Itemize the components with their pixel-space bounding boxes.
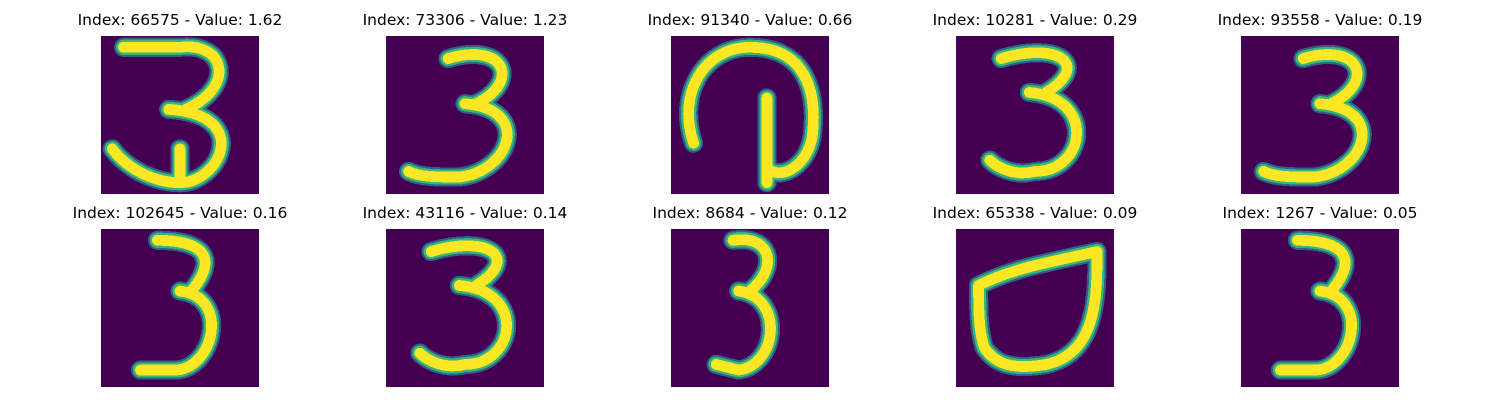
digit-image (671, 229, 829, 387)
digit-image (1241, 229, 1399, 387)
digit-stroke (1258, 98, 1368, 183)
image-title: Index: 102645 - Value: 0.16 (72, 204, 288, 222)
digit-stroke (995, 47, 1073, 98)
image-title: Index: 91340 - Value: 0.66 (647, 11, 853, 29)
digit-image (956, 229, 1114, 387)
digit-tile: Index: 93558 - Value: 0.19 (1170, 8, 1470, 198)
image-title: Index: 43116 - Value: 0.14 (362, 204, 568, 222)
digit-tile: Index: 1267 - Value: 0.05 (1170, 201, 1470, 391)
digit-tile: Index: 8684 - Value: 0.12 (600, 201, 900, 391)
digit-stroke (1297, 49, 1363, 110)
image-title: Index: 1267 - Value: 0.05 (1222, 204, 1418, 222)
digit-stroke (727, 234, 773, 297)
digit-image (956, 36, 1114, 194)
image-title: Index: 73306 - Value: 1.23 (362, 11, 568, 29)
digit-stroke (710, 285, 776, 376)
digit-stroke (118, 41, 225, 115)
digit-image (671, 36, 829, 194)
image-title: Index: 10281 - Value: 0.29 (932, 11, 1138, 29)
image-title: Index: 93558 - Value: 0.19 (1217, 11, 1423, 29)
digit-image (386, 36, 544, 194)
digit-image (101, 36, 259, 194)
digit-image (1241, 36, 1399, 194)
digit-stroke (1292, 234, 1351, 297)
image-title: Index: 66575 - Value: 1.62 (77, 11, 283, 29)
digit-stroke (683, 41, 819, 179)
digit-tile: Index: 43116 - Value: 0.14 (315, 201, 615, 391)
digit-stroke (1275, 285, 1357, 376)
digit-tile: Index: 73306 - Value: 1.23 (315, 8, 615, 198)
digit-stroke (425, 240, 503, 291)
digit-image (386, 229, 544, 387)
digit-tile: Index: 66575 - Value: 1.62 (30, 8, 330, 198)
digit-stroke (984, 87, 1082, 179)
digit-tile: Index: 65338 - Value: 0.09 (885, 201, 1185, 391)
digit-stroke (106, 103, 227, 189)
digit-stroke (403, 98, 513, 183)
digit-stroke (442, 49, 508, 110)
image-title: Index: 65338 - Value: 0.09 (932, 204, 1138, 222)
digit-tile: Index: 10281 - Value: 0.29 (885, 8, 1185, 198)
digit-image (101, 229, 259, 387)
digit-stroke (135, 285, 217, 376)
digit-stroke (973, 246, 1103, 372)
digit-tile: Index: 102645 - Value: 0.16 (30, 201, 330, 391)
digit-tile: Index: 91340 - Value: 0.66 (600, 8, 900, 198)
image-title: Index: 8684 - Value: 0.12 (652, 204, 848, 222)
digit-stroke (152, 234, 211, 297)
digit-stroke (414, 280, 512, 372)
